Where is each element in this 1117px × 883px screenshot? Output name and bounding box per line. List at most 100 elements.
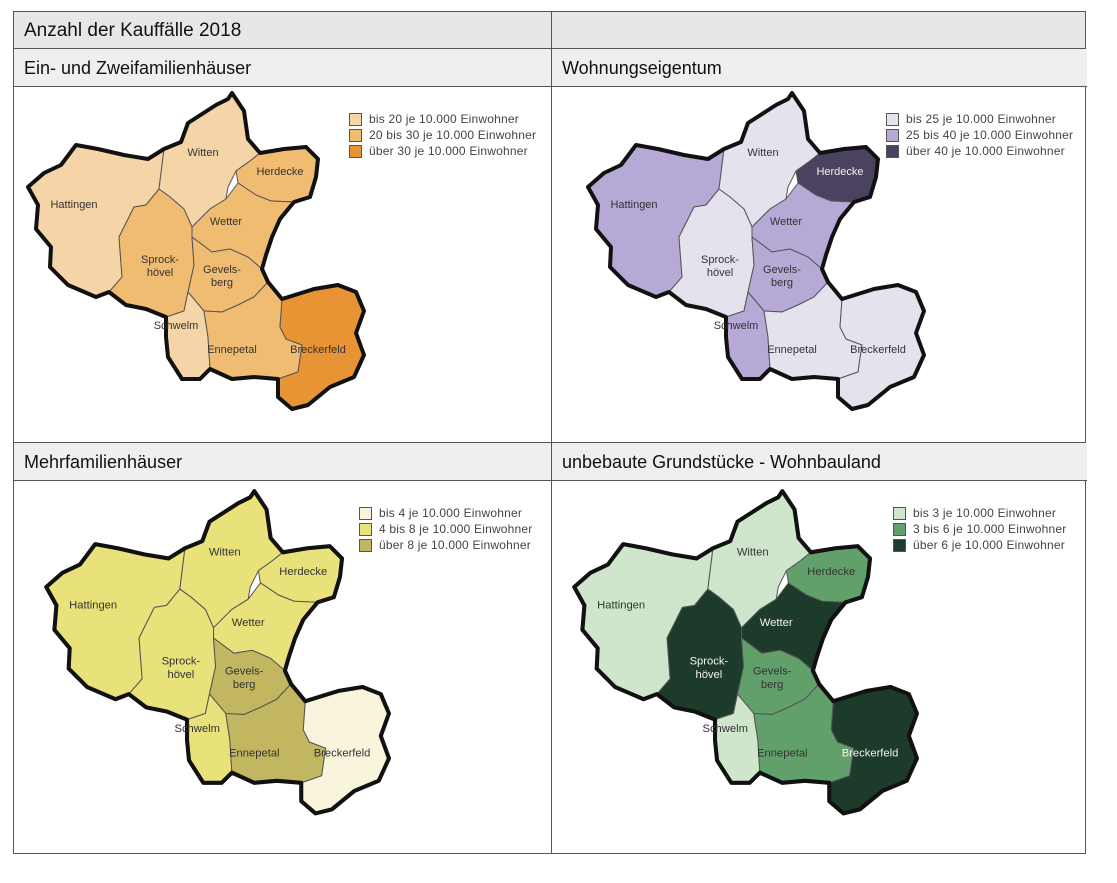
panel-title: unbebaute Grundstücke - Wohnbauland (552, 443, 1087, 481)
region-label: Schwelm (714, 320, 759, 332)
district-map: Hattingen Witten Herdecke Wetter Sprock-höve… (586, 91, 926, 411)
region-label: Schwelm (702, 723, 747, 735)
legend-swatch (349, 112, 362, 126)
region-label: Witten (209, 546, 241, 558)
legend-swatch (359, 506, 372, 520)
region-label: Hattingen (597, 599, 645, 611)
region-label: Sprock- (141, 254, 179, 266)
region-label: berg (211, 277, 233, 289)
region-label: Breckerfeld (850, 344, 906, 356)
legend-item: 20 bis 30 je 10.000 Einwohner (349, 127, 536, 143)
legend-label: 20 bis 30 je 10.000 Einwohner (369, 128, 537, 142)
district-outline (26, 91, 366, 411)
region-label: Hattingen (50, 199, 97, 211)
region-label: Gevels- (203, 264, 241, 276)
map-group: Hattingen Witten Herdecke Wetter Sprock-höve… (44, 489, 391, 816)
region-label: berg (771, 277, 793, 289)
legend-label: über 40 je 10.000 Einwohner (906, 144, 1065, 158)
region-label: Hattingen (610, 199, 657, 211)
region-label: Schwelm (174, 723, 219, 735)
legend-label: bis 25 je 10.000 Einwohner (906, 112, 1056, 126)
region-label: Herdecke (816, 166, 863, 178)
region-label: Wetter (232, 617, 265, 629)
panel-ein-zweifamilienhaeuser: Ein- und Zweifamilienhäuser Hattingen Wit… (14, 49, 551, 442)
region-label: hövel (695, 669, 722, 681)
legend-item: bis 3 je 10.000 Einwohner (893, 505, 1067, 521)
panel-unbebaute-grundstuecke: unbebaute Grundstücke - Wohnbauland Hatt… (552, 443, 1087, 855)
region-label: Gevels- (225, 666, 264, 678)
panel-wohnungseigentum: Wohnungseigentum Hattingen Witten Herdecke… (552, 49, 1087, 442)
region-label: Witten (187, 147, 218, 159)
region-label: Wetter (210, 216, 243, 228)
panel-divider-horizontal (14, 442, 1085, 443)
region-label: Gevels- (763, 264, 801, 276)
panel-mehrfamilienhaeuser: Mehrfamilienhäuser Hattingen Witten Herdec… (14, 443, 551, 855)
figure-title: Anzahl der Kauffälle 2018 (14, 12, 1085, 49)
district-map: Hattingen Witten Herdecke Wetter Sprock-höve… (572, 489, 919, 816)
region-label: Sprock- (690, 656, 729, 668)
region-label: Breckerfeld (314, 747, 371, 759)
region-label: Ennepetal (767, 344, 817, 356)
legend-label: über 6 je 10.000 Einwohner (913, 538, 1065, 552)
legend-item: bis 25 je 10.000 Einwohner (886, 111, 1073, 127)
legend-swatch (893, 538, 906, 552)
region-label: Sprock- (162, 656, 201, 668)
district-map: Hattingen Witten Herdecke Wetter Sprock-höve… (44, 489, 391, 816)
region-label: hövel (167, 669, 194, 681)
region-label: Ennepetal (207, 344, 257, 356)
district-outline (44, 489, 391, 816)
legend-item: über 6 je 10.000 Einwohner (893, 537, 1067, 553)
legend-label: 4 bis 8 je 10.000 Einwohner (379, 522, 533, 536)
legend-item: 4 bis 8 je 10.000 Einwohner (359, 521, 533, 537)
region-label: berg (761, 679, 783, 691)
region-label: Gevels- (753, 666, 792, 678)
region-label: Ennepetal (757, 747, 807, 759)
map-legend: bis 25 je 10.000 Einwohner 25 bis 40 je … (886, 111, 1073, 159)
legend-label: bis 20 je 10.000 Einwohner (369, 112, 519, 126)
region-label: Schwelm (154, 320, 199, 332)
region-label: hövel (707, 267, 733, 279)
legend-swatch (886, 128, 899, 142)
region-label: Sprock- (701, 254, 739, 266)
map-legend: bis 3 je 10.000 Einwohner 3 bis 6 je 10.… (893, 505, 1067, 553)
legend-swatch (893, 522, 906, 536)
panel-title: Wohnungseigentum (552, 49, 1087, 87)
legend-item: über 40 je 10.000 Einwohner (886, 143, 1073, 159)
legend-label: bis 4 je 10.000 Einwohner (379, 506, 523, 520)
region-label: Herdecke (256, 166, 303, 178)
legend-swatch (359, 538, 372, 552)
legend-swatch (886, 112, 899, 126)
region-label: Breckerfeld (290, 344, 346, 356)
legend-swatch (893, 506, 906, 520)
legend-label: über 30 je 10.000 Einwohner (369, 144, 528, 158)
panel-title: Ein- und Zweifamilienhäuser (14, 49, 551, 87)
region-label: Ennepetal (229, 747, 279, 759)
map-legend: bis 4 je 10.000 Einwohner 4 bis 8 je 10.… (359, 505, 533, 553)
legend-swatch (349, 144, 362, 158)
legend-label: bis 3 je 10.000 Einwohner (913, 506, 1057, 520)
region-label: Wetter (760, 617, 793, 629)
region-label: hövel (147, 267, 173, 279)
district-map: Hattingen Witten Herdecke Wetter Sprock-höve… (26, 91, 366, 411)
legend-label: 25 bis 40 je 10.000 Einwohner (906, 128, 1074, 142)
panel-divider-vertical (551, 12, 552, 853)
legend-item: über 30 je 10.000 Einwohner (349, 143, 536, 159)
legend-swatch (349, 128, 362, 142)
region-label: Breckerfeld (842, 747, 899, 759)
region-label: Witten (747, 147, 778, 159)
district-outline (586, 91, 926, 411)
map-legend: bis 20 je 10.000 Einwohner 20 bis 30 je … (349, 111, 536, 159)
region-label: berg (233, 679, 255, 691)
map-group: Hattingen Witten Herdecke Wetter Sprock-höve… (26, 91, 366, 411)
legend-item: über 8 je 10.000 Einwohner (359, 537, 533, 553)
map-group: Hattingen Witten Herdecke Wetter Sprock-höve… (572, 489, 919, 816)
legend-label: über 8 je 10.000 Einwohner (379, 538, 531, 552)
region-label: Herdecke (807, 566, 855, 578)
legend-label: 3 bis 6 je 10.000 Einwohner (913, 522, 1067, 536)
legend-item: bis 4 je 10.000 Einwohner (359, 505, 533, 521)
region-label: Hattingen (69, 599, 117, 611)
panel-title: Mehrfamilienhäuser (14, 443, 551, 481)
region-label: Herdecke (279, 566, 327, 578)
region-label: Witten (737, 546, 769, 558)
region-label: Wetter (770, 216, 803, 228)
